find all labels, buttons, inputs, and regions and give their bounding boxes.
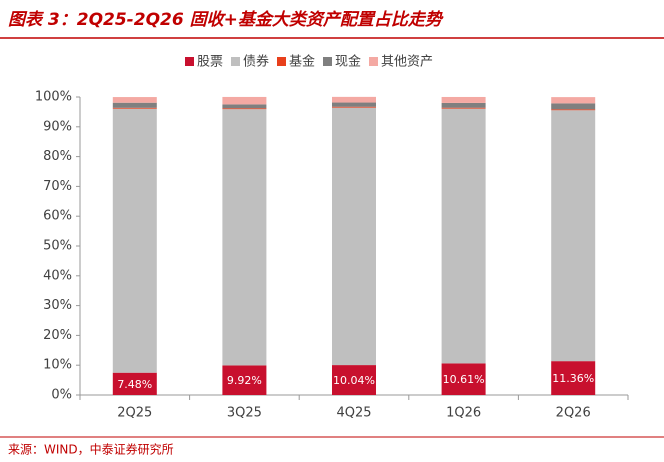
bar-segment	[112, 102, 157, 108]
bar-segment	[332, 107, 376, 366]
bar-segment	[222, 104, 267, 109]
bar-segment	[441, 363, 486, 395]
bar-segment	[112, 97, 157, 103]
x-tick-label: 3Q25	[227, 406, 262, 421]
legend-swatch	[323, 57, 332, 66]
y-tick-label: 30%	[43, 298, 72, 313]
bar-segment	[332, 96, 376, 103]
bar-segment	[222, 96, 267, 105]
y-tick-label: 10%	[43, 358, 72, 373]
data-label: 7.48%	[117, 378, 152, 391]
bar-segment	[332, 365, 376, 395]
bar-segment	[441, 107, 486, 109]
x-tick-label: 2Q25	[117, 406, 152, 421]
bar-segment	[551, 110, 596, 362]
y-tick-label: 0%	[51, 388, 72, 403]
bar-segment	[441, 102, 486, 108]
data-label: 9.92%	[227, 374, 262, 387]
bar-segment	[112, 107, 157, 109]
x-tick-label: 4Q25	[336, 406, 371, 421]
bar-segment	[551, 361, 596, 395]
bar-segment	[332, 102, 376, 107]
bar-segment	[222, 109, 267, 366]
chart-title: 图表 3：2Q25-2Q26 固收+基金大类资产配置占比走势	[8, 10, 444, 30]
x-tick-label: 1Q26	[446, 406, 481, 421]
data-label: 10.61%	[443, 373, 485, 386]
bar-segment	[222, 108, 267, 110]
legend-label: 债券	[243, 54, 269, 70]
legend-label: 其他资产	[381, 55, 433, 70]
legend-label: 基金	[289, 54, 315, 70]
legend-swatch	[231, 57, 240, 66]
bar-segment	[441, 108, 486, 364]
data-label: 11.36%	[552, 372, 594, 385]
bar-segment	[112, 372, 157, 395]
legend-swatch	[369, 57, 378, 66]
y-tick-label: 70%	[43, 179, 72, 194]
y-tick-label: 40%	[43, 268, 72, 283]
source: 来源：WIND，中泰证券研究所	[8, 442, 174, 457]
legend-swatch	[277, 57, 286, 66]
x-tick-label: 2Q26	[556, 406, 591, 421]
y-tick-label: 90%	[43, 119, 72, 134]
bar-segment	[112, 108, 157, 373]
legend-label: 现金	[335, 54, 361, 70]
bar-segment	[222, 365, 267, 395]
legend-label: 股票	[197, 55, 223, 70]
y-tick-label: 100%	[35, 90, 72, 105]
y-tick-label: 60%	[43, 209, 72, 224]
y-tick-label: 20%	[43, 328, 72, 343]
legend-swatch	[185, 57, 194, 66]
y-tick-label: 50%	[43, 239, 72, 254]
bar-segment	[441, 96, 486, 103]
y-tick-label: 80%	[43, 149, 72, 164]
bar-segment	[332, 106, 376, 108]
bar-segment	[551, 97, 596, 104]
bar-segment	[551, 109, 596, 111]
data-label: 10.04%	[333, 374, 375, 387]
bar-segment	[551, 103, 596, 110]
